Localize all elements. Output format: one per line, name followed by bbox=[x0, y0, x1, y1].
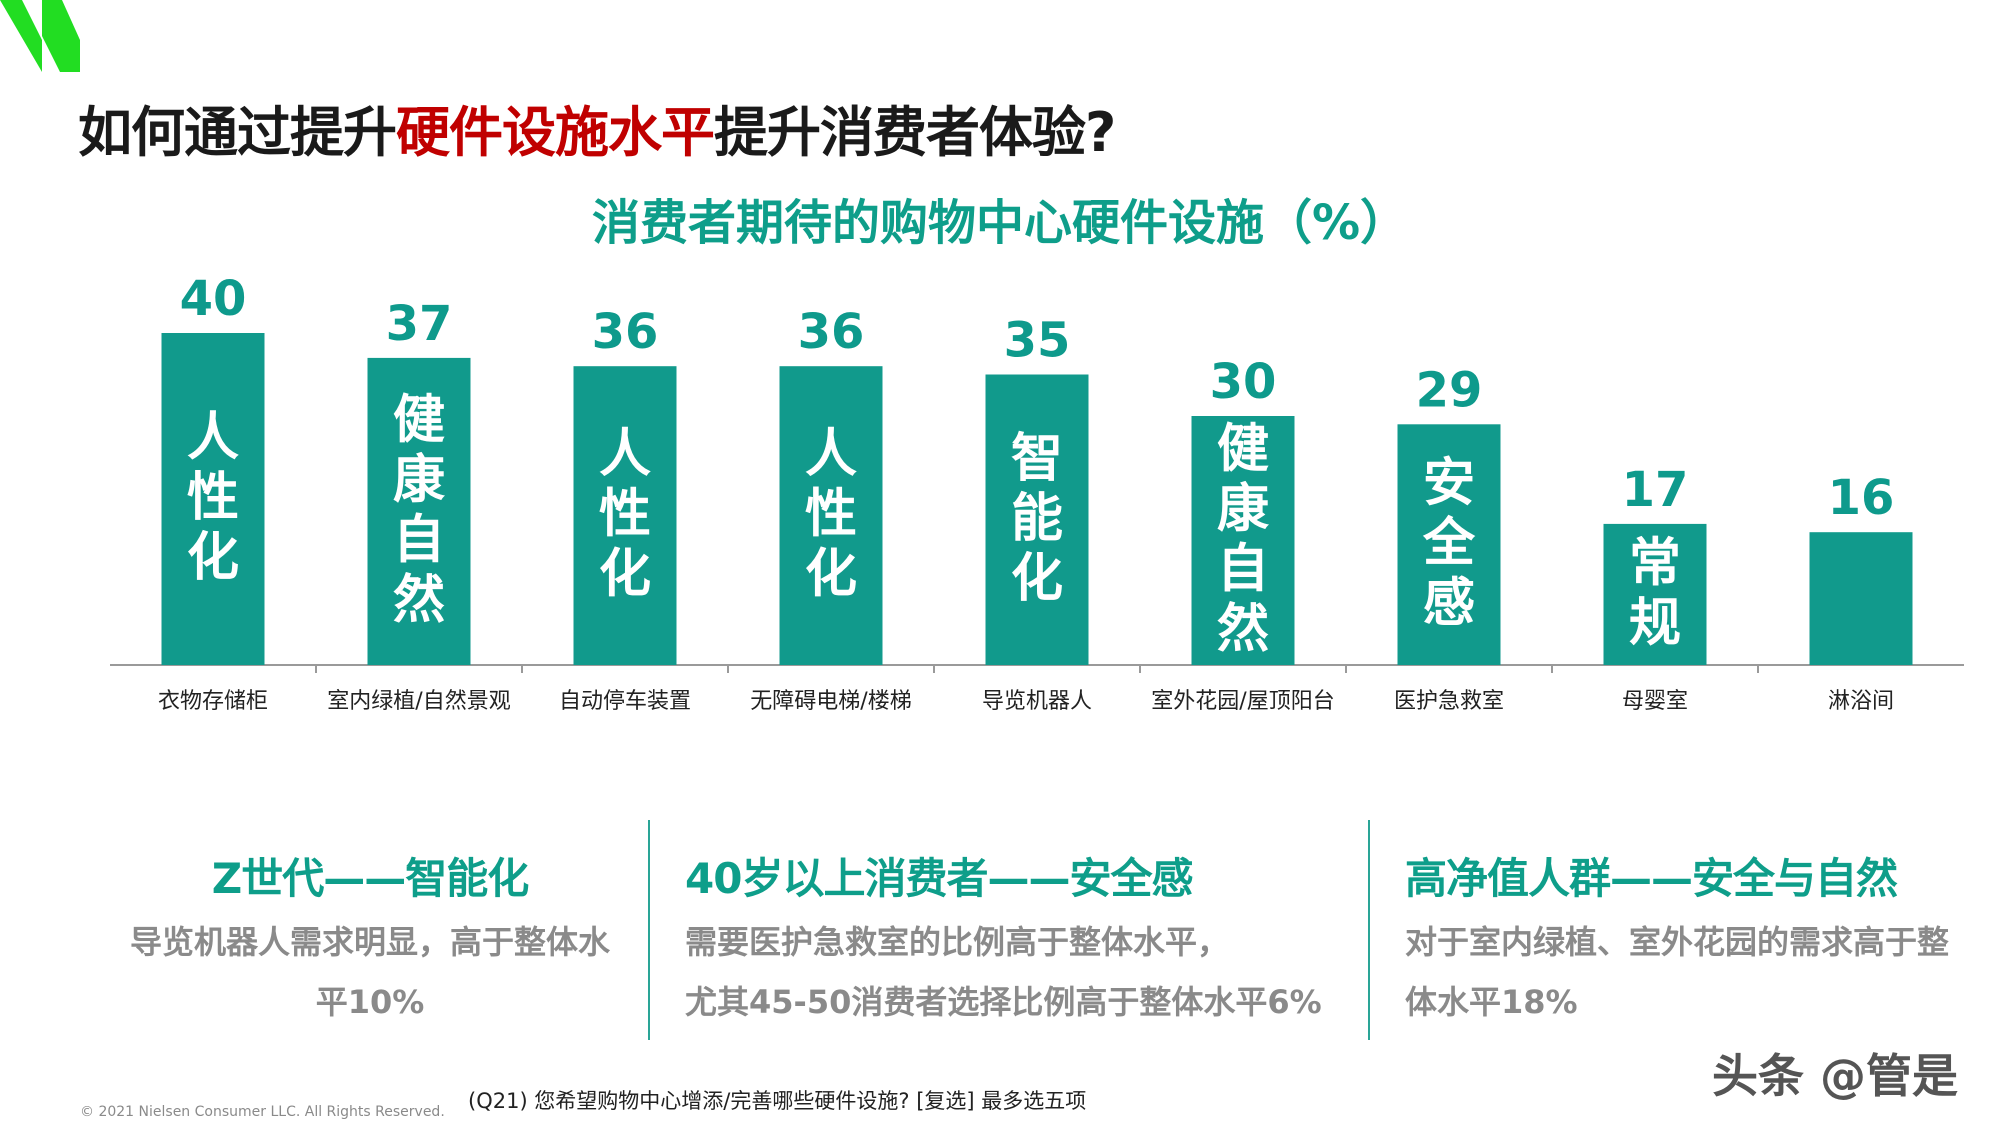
footnote: (Q21) 您希望购物中心增添/完善哪些硬件设施? [复选] 最多选五项 bbox=[468, 1089, 1087, 1113]
slide-title-part2: 提升消费者体验? bbox=[714, 101, 1116, 164]
bar-group-label: 常规 bbox=[1629, 533, 1681, 653]
slide-title-highlight: 硬件设施水平 bbox=[396, 101, 715, 164]
insight-title: Z世代——智能化 bbox=[211, 854, 529, 903]
bar-group-label: 人性化 bbox=[599, 425, 651, 605]
bar-value-label: 40 bbox=[180, 271, 247, 327]
category-label: 无障碍电梯/楼梯 bbox=[750, 689, 911, 714]
bar-chart: 40 衣物存储柜 人性化 37 室内绿植/自然景观 健康自然 36 自动停车装置 人性化 36 无障… bbox=[110, 271, 1964, 714]
bar bbox=[1603, 523, 1707, 665]
category-label: 衣物存储柜 bbox=[158, 689, 268, 714]
category-label: 室外花园/屋顶阳台 bbox=[1151, 689, 1334, 714]
category-label: 自动停车装置 bbox=[559, 689, 691, 714]
bar-group-label: 健康自然 bbox=[393, 390, 445, 630]
bar-value-label: 37 bbox=[386, 296, 453, 352]
chart-title: 消费者期待的购物中心硬件设施（%） bbox=[591, 195, 1409, 251]
bar-value-label: 36 bbox=[592, 304, 659, 360]
category-label: 导览机器人 bbox=[982, 689, 1092, 714]
insight-line: 导览机器人需求明显，高于整体水 bbox=[129, 923, 610, 961]
nielsen-logo bbox=[0, 0, 80, 72]
bar bbox=[367, 357, 471, 665]
insight-over-40: 40岁以上消费者——安全感 需要医护急救室的比例高于整体水平， 尤其45-50消… bbox=[685, 845, 1355, 1032]
insight-line: 尤其45-50消费者选择比例高于整体水平6% bbox=[685, 983, 1322, 1021]
category-label: 母婴室 bbox=[1622, 689, 1688, 714]
category-label: 医护急救室 bbox=[1394, 689, 1504, 714]
insight-high-net-worth: 高净值人群——安全与自然 对于室内绿植、室外花园的需求高于整 体水平18% bbox=[1405, 845, 1995, 1032]
divider bbox=[1368, 820, 1370, 1040]
bar bbox=[573, 366, 677, 665]
bar bbox=[1397, 424, 1501, 665]
watermark: 头条 @管是 bbox=[1712, 1049, 1959, 1103]
insight-line: 平10% bbox=[315, 983, 425, 1021]
insight-gen-z: Z世代——智能化 导览机器人需求明显，高于整体水 平10% bbox=[110, 845, 630, 1032]
bar-value-label: 17 bbox=[1622, 462, 1689, 518]
bar-group-label: 安全感 bbox=[1422, 454, 1476, 634]
bar-value-label: 36 bbox=[798, 304, 865, 360]
bar-value-label: 16 bbox=[1828, 470, 1895, 526]
insight-line: 对于室内绿植、室外花园的需求高于整 bbox=[1405, 923, 1950, 961]
slide-title: 如何通过提升硬件设施水平提升消费者体验? bbox=[78, 88, 1116, 167]
bar-group-label: 人性化 bbox=[805, 425, 857, 605]
bar bbox=[1809, 532, 1913, 665]
bar-group-label: 智能化 bbox=[1011, 429, 1063, 609]
category-label: 淋浴间 bbox=[1828, 689, 1894, 714]
insight-title: 高净值人群——安全与自然 bbox=[1405, 854, 1898, 903]
insight-line: 需要医护急救室的比例高于整体水平， bbox=[685, 923, 1230, 961]
bar bbox=[779, 366, 883, 665]
bar bbox=[985, 374, 1089, 665]
bar-group-label: 人性化 bbox=[187, 408, 239, 588]
slide-title-part1: 如何通过提升 bbox=[78, 101, 397, 164]
bar-value-label: 29 bbox=[1416, 362, 1483, 418]
divider bbox=[648, 820, 650, 1040]
insight-title: 40岁以上消费者——安全感 bbox=[685, 854, 1193, 903]
bar-group-label: 健康自然 bbox=[1217, 420, 1269, 660]
category-label: 室内绿植/自然景观 bbox=[327, 689, 510, 714]
copyright: © 2021 Nielsen Consumer LLC. All Rights … bbox=[80, 1104, 445, 1120]
insight-line: 体水平18% bbox=[1405, 983, 1578, 1021]
bar bbox=[1191, 416, 1295, 665]
bar-value-label: 30 bbox=[1210, 354, 1277, 410]
bar-value-label: 35 bbox=[1004, 313, 1071, 369]
bar bbox=[161, 333, 265, 665]
